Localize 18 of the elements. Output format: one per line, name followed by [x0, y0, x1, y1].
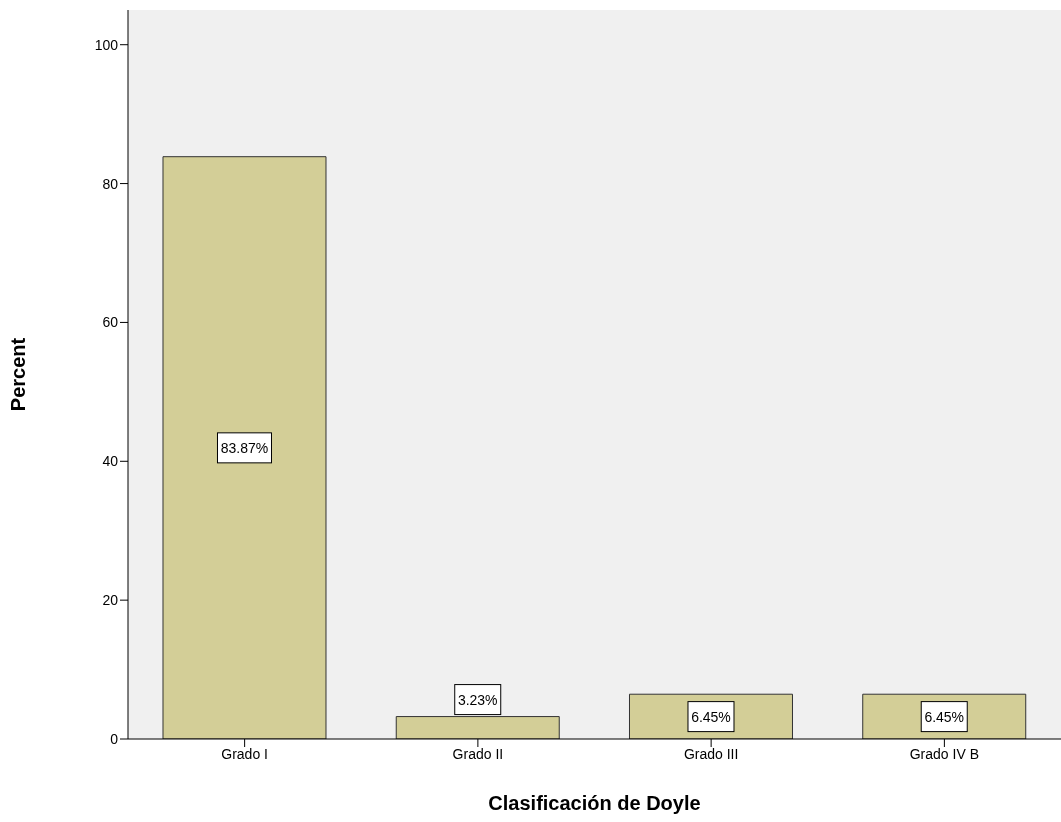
x-tick-label: Grado III: [683, 745, 739, 762]
bar: [395, 716, 560, 739]
data-label: 3.23%: [457, 691, 498, 708]
x-tick-label: Grado IV B: [909, 745, 980, 762]
y-axis-title: Percent: [7, 337, 30, 412]
x-tick-label: Grado II: [452, 745, 504, 762]
data-label: 83.87%: [220, 439, 269, 456]
x-axis-title: Clasificación de Doyle: [488, 792, 701, 814]
data-label: 6.45%: [924, 708, 965, 725]
y-tick-label: 0: [110, 730, 119, 747]
y-tick-label: 80: [102, 175, 119, 192]
x-tick-label: Grado I: [221, 745, 268, 762]
data-label: 6.45%: [691, 708, 731, 725]
y-tick-label: 20: [102, 592, 119, 609]
y-tick-label: 60: [102, 314, 119, 331]
y-tick-label: 100: [94, 36, 119, 53]
bar: [162, 156, 327, 739]
y-tick-label: 40: [102, 453, 119, 470]
